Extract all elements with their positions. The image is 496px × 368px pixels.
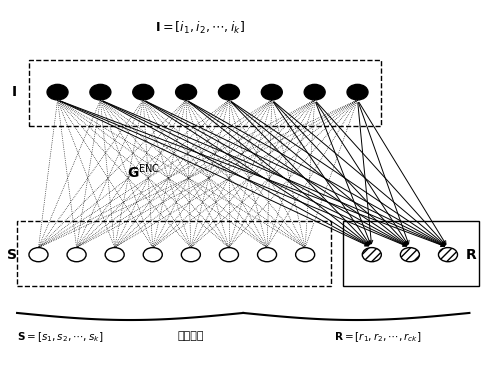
Circle shape: [304, 84, 325, 100]
Circle shape: [47, 84, 68, 100]
Text: $\mathbf{I}$: $\mathbf{I}$: [11, 85, 17, 99]
Bar: [343, 221, 479, 286]
Text: $\mathbf{G}^{\rm ENC}$: $\mathbf{G}^{\rm ENC}$: [126, 162, 160, 181]
Circle shape: [133, 84, 154, 100]
Circle shape: [219, 248, 239, 262]
Text: 输出节点: 输出节点: [178, 330, 204, 341]
Text: $\mathbf{I}{=}[i_1, i_2, \cdots, i_k]$: $\mathbf{I}{=}[i_1, i_2, \cdots, i_k]$: [155, 20, 246, 36]
Circle shape: [296, 248, 314, 262]
Circle shape: [143, 248, 162, 262]
Circle shape: [90, 84, 111, 100]
Text: $\mathbf{S}$: $\mathbf{S}$: [6, 248, 17, 262]
Circle shape: [347, 84, 368, 100]
Circle shape: [176, 84, 196, 100]
Circle shape: [105, 248, 124, 262]
Bar: [29, 60, 381, 126]
Text: $\mathbf{R}$: $\mathbf{R}$: [465, 248, 477, 262]
Circle shape: [362, 248, 381, 262]
Bar: [17, 221, 331, 286]
Circle shape: [29, 248, 48, 262]
Text: $\mathbf{S}{=}[s_1, s_2, \cdots, s_k]$: $\mathbf{S}{=}[s_1, s_2, \cdots, s_k]$: [17, 330, 104, 344]
Circle shape: [261, 84, 282, 100]
Circle shape: [218, 84, 240, 100]
Text: $\mathbf{R}{=}[r_1, r_2, \cdots, r_{ck}]$: $\mathbf{R}{=}[r_1, r_2, \cdots, r_{ck}]…: [334, 330, 421, 344]
Circle shape: [67, 248, 86, 262]
Circle shape: [438, 248, 457, 262]
Circle shape: [182, 248, 200, 262]
Circle shape: [257, 248, 277, 262]
Circle shape: [400, 248, 420, 262]
